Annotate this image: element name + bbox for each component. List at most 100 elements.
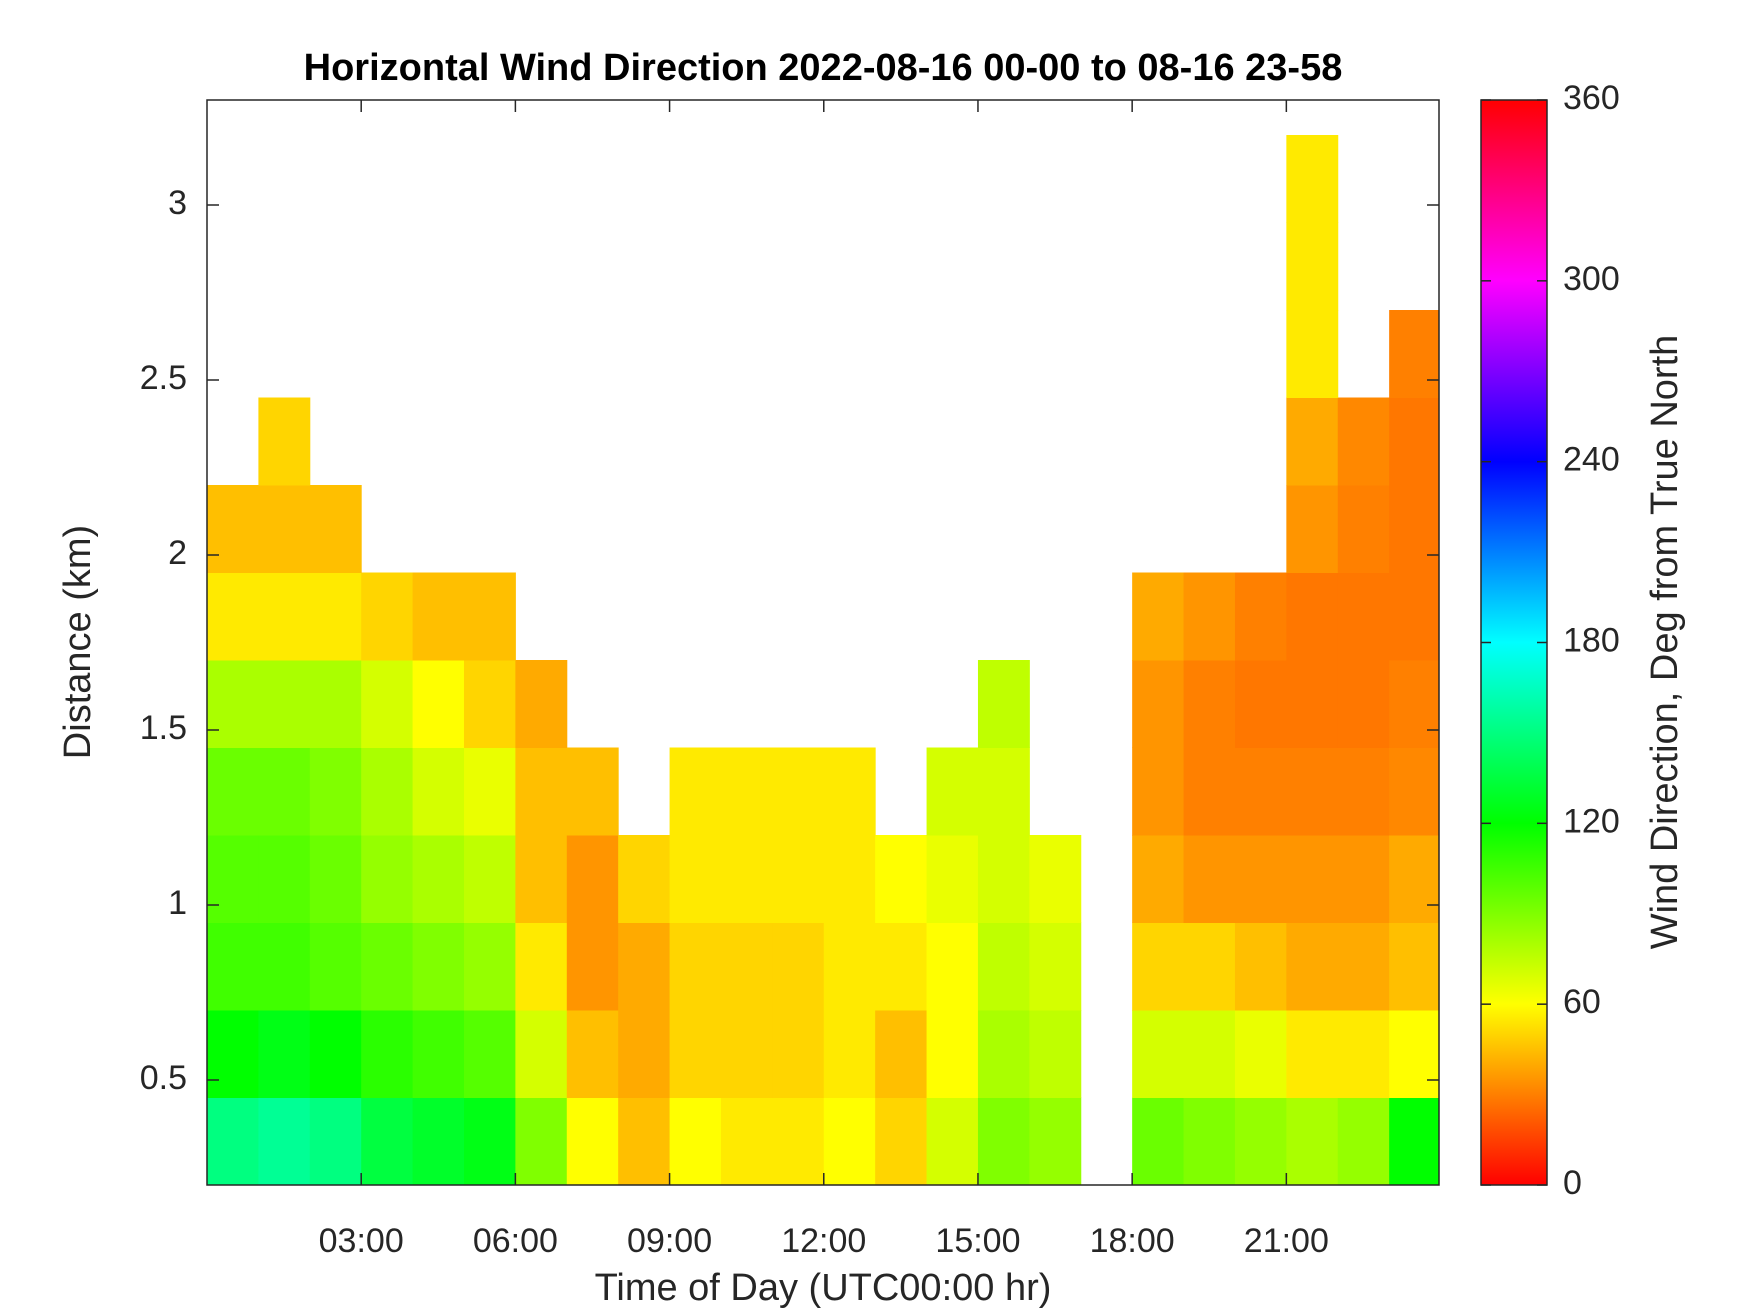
x-axis-label: Time of Day (UTC00:00 hr) — [595, 1267, 1052, 1309]
cell — [207, 922, 259, 1011]
cell — [309, 572, 362, 661]
cell — [1389, 485, 1439, 573]
x-tick-label: 09:00 — [627, 1222, 712, 1260]
cell — [258, 835, 311, 923]
cell — [772, 922, 825, 1011]
cell — [823, 835, 876, 923]
cell — [1183, 572, 1236, 661]
cell — [1132, 747, 1185, 836]
cell — [926, 747, 979, 836]
cell — [207, 1097, 259, 1185]
cell — [309, 922, 362, 1011]
x-tick-label: 03:00 — [319, 1222, 404, 1260]
cell — [309, 835, 362, 923]
cell — [1337, 660, 1390, 748]
cell — [258, 922, 311, 1011]
cell — [875, 835, 928, 923]
cell — [361, 1010, 414, 1098]
cell — [258, 1010, 311, 1098]
cell — [1132, 1097, 1185, 1185]
x-tick-label: 12:00 — [781, 1222, 866, 1260]
cell — [412, 1010, 465, 1098]
cell — [926, 835, 979, 923]
cell — [515, 1097, 568, 1185]
cell — [720, 835, 773, 923]
cell — [1183, 835, 1236, 923]
cell — [463, 660, 516, 748]
cell — [207, 1010, 259, 1098]
cell — [669, 747, 722, 836]
cell — [566, 1010, 619, 1098]
cell — [1286, 835, 1339, 923]
cell — [1286, 397, 1339, 486]
cell — [823, 1097, 876, 1185]
colorbar-tick-label: 240 — [1563, 441, 1620, 479]
cell — [1029, 835, 1082, 923]
cell — [618, 922, 671, 1011]
cell — [515, 922, 568, 1011]
cell — [1029, 922, 1082, 1011]
cell — [720, 1097, 773, 1185]
x-tick-label: 15:00 — [935, 1222, 1020, 1260]
colorbar-tick-label: 300 — [1563, 260, 1620, 298]
cell — [515, 747, 568, 836]
cell — [1234, 1097, 1287, 1185]
cell — [772, 1010, 825, 1098]
cell — [720, 922, 773, 1011]
cell — [1337, 397, 1390, 486]
cell — [926, 922, 979, 1011]
cell — [1234, 572, 1287, 661]
cell — [207, 660, 259, 748]
y-tick-label: 1 — [168, 884, 187, 922]
cell — [1183, 1010, 1236, 1098]
cell — [1286, 922, 1339, 1011]
cell — [515, 835, 568, 923]
cell — [1132, 835, 1185, 923]
cell — [361, 660, 414, 748]
cell — [1132, 922, 1185, 1011]
cell — [1337, 747, 1390, 836]
cell — [977, 1097, 1030, 1185]
cell — [1132, 660, 1185, 748]
cell — [772, 835, 825, 923]
cell — [977, 747, 1030, 836]
cell — [875, 1010, 928, 1098]
cell — [618, 835, 671, 923]
cell — [412, 835, 465, 923]
cell — [669, 835, 722, 923]
cell — [1286, 222, 1339, 311]
cell — [669, 1097, 722, 1185]
cell — [258, 660, 311, 748]
cell — [412, 1097, 465, 1185]
cell — [566, 835, 619, 923]
cell — [309, 660, 362, 748]
cell — [977, 660, 1030, 748]
cell — [463, 835, 516, 923]
cell — [1132, 1010, 1185, 1098]
cell — [1234, 660, 1287, 748]
y-tick-label: 2.5 — [140, 359, 187, 397]
cell — [566, 922, 619, 1011]
plot-frame — [206, 99, 1440, 1186]
cell — [720, 1010, 773, 1098]
cell — [669, 1010, 722, 1098]
cell — [1183, 747, 1236, 836]
cell — [1337, 572, 1390, 661]
cell — [772, 747, 825, 836]
cell — [772, 1097, 825, 1185]
cells — [207, 135, 1439, 1185]
cell — [258, 397, 311, 486]
cell — [309, 485, 362, 573]
cell — [1286, 747, 1339, 836]
cell — [463, 1097, 516, 1185]
cell — [823, 1010, 876, 1098]
cell — [1389, 835, 1439, 923]
cell — [361, 747, 414, 836]
cell — [618, 1097, 671, 1185]
cell — [1234, 922, 1287, 1011]
cell — [1234, 747, 1287, 836]
cell — [875, 1097, 928, 1185]
colorbar-tick-label: 180 — [1563, 621, 1620, 659]
